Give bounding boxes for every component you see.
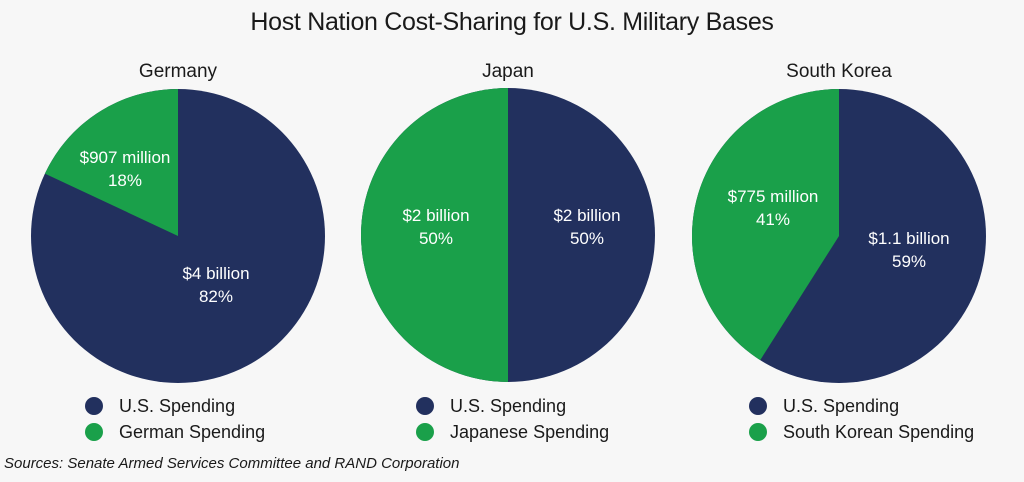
- slice-host-south-korea: [691, 89, 839, 361]
- legend-label: U.S. Spending: [450, 396, 567, 416]
- percent: 59%: [891, 252, 927, 271]
- percent: 50%: [569, 229, 605, 248]
- slice-host-germany: [44, 88, 179, 236]
- pie-japan: [361, 88, 655, 382]
- amount: $775 million: [727, 187, 819, 206]
- legend-item-host: South Korean Spending: [749, 419, 974, 445]
- chart-title: Host Nation Cost-Sharing for U.S. Milita…: [250, 8, 774, 36]
- pie-title-south-korea: South Korea: [786, 61, 892, 82]
- legend-japan: U.S. Spending Japanese Spending: [416, 393, 609, 445]
- legend-label: Japanese Spending: [450, 422, 610, 442]
- pie-germany: [31, 88, 325, 383]
- green-dot-icon: [416, 423, 434, 441]
- source-note: Sources: Senate Armed Services Committee…: [4, 455, 460, 472]
- slice-host-japan: [361, 88, 508, 382]
- legend-south-korea: U.S. Spending South Korean Spending: [749, 393, 974, 445]
- amount: $4 billion: [182, 264, 250, 283]
- legend-item-us: U.S. Spending: [749, 393, 974, 419]
- pie-south-korea: [691, 89, 986, 383]
- legend-item-host: German Spending: [85, 419, 265, 445]
- percent: 50%: [418, 229, 454, 248]
- legend-item-us: U.S. Spending: [85, 393, 265, 419]
- navy-dot-icon: [85, 397, 103, 415]
- legend-label: German Spending: [119, 422, 266, 442]
- label-us-south-korea: $1.1 billion 59%: [868, 227, 949, 273]
- amount: $2 billion: [553, 206, 621, 225]
- label-us-japan: $2 billion 50%: [553, 204, 620, 250]
- amount: $907 million: [79, 148, 171, 167]
- percent: 41%: [755, 210, 791, 229]
- amount: $1.1 billion: [868, 229, 950, 248]
- legend-item-us: U.S. Spending: [416, 393, 609, 419]
- label-host-germany: $907 million 18%: [80, 146, 171, 192]
- legend-item-host: Japanese Spending: [416, 419, 609, 445]
- pie-title-germany: Germany: [138, 61, 218, 82]
- label-host-japan: $2 billion 50%: [402, 204, 469, 250]
- amount: $2 billion: [402, 206, 470, 225]
- percent: 18%: [107, 171, 143, 190]
- label-us-germany: $4 billion 82%: [182, 262, 249, 308]
- pie-title-japan: Japan: [482, 61, 534, 82]
- green-dot-icon: [85, 423, 103, 441]
- percent: 82%: [198, 287, 234, 306]
- legend-label: South Korean Spending: [783, 422, 975, 442]
- navy-dot-icon: [749, 397, 767, 415]
- legend-label: U.S. Spending: [119, 396, 236, 416]
- label-host-south-korea: $775 million 41%: [728, 185, 819, 231]
- legend-label: U.S. Spending: [783, 396, 900, 416]
- green-dot-icon: [749, 423, 767, 441]
- navy-dot-icon: [416, 397, 434, 415]
- legend-germany: U.S. Spending German Spending: [85, 393, 265, 445]
